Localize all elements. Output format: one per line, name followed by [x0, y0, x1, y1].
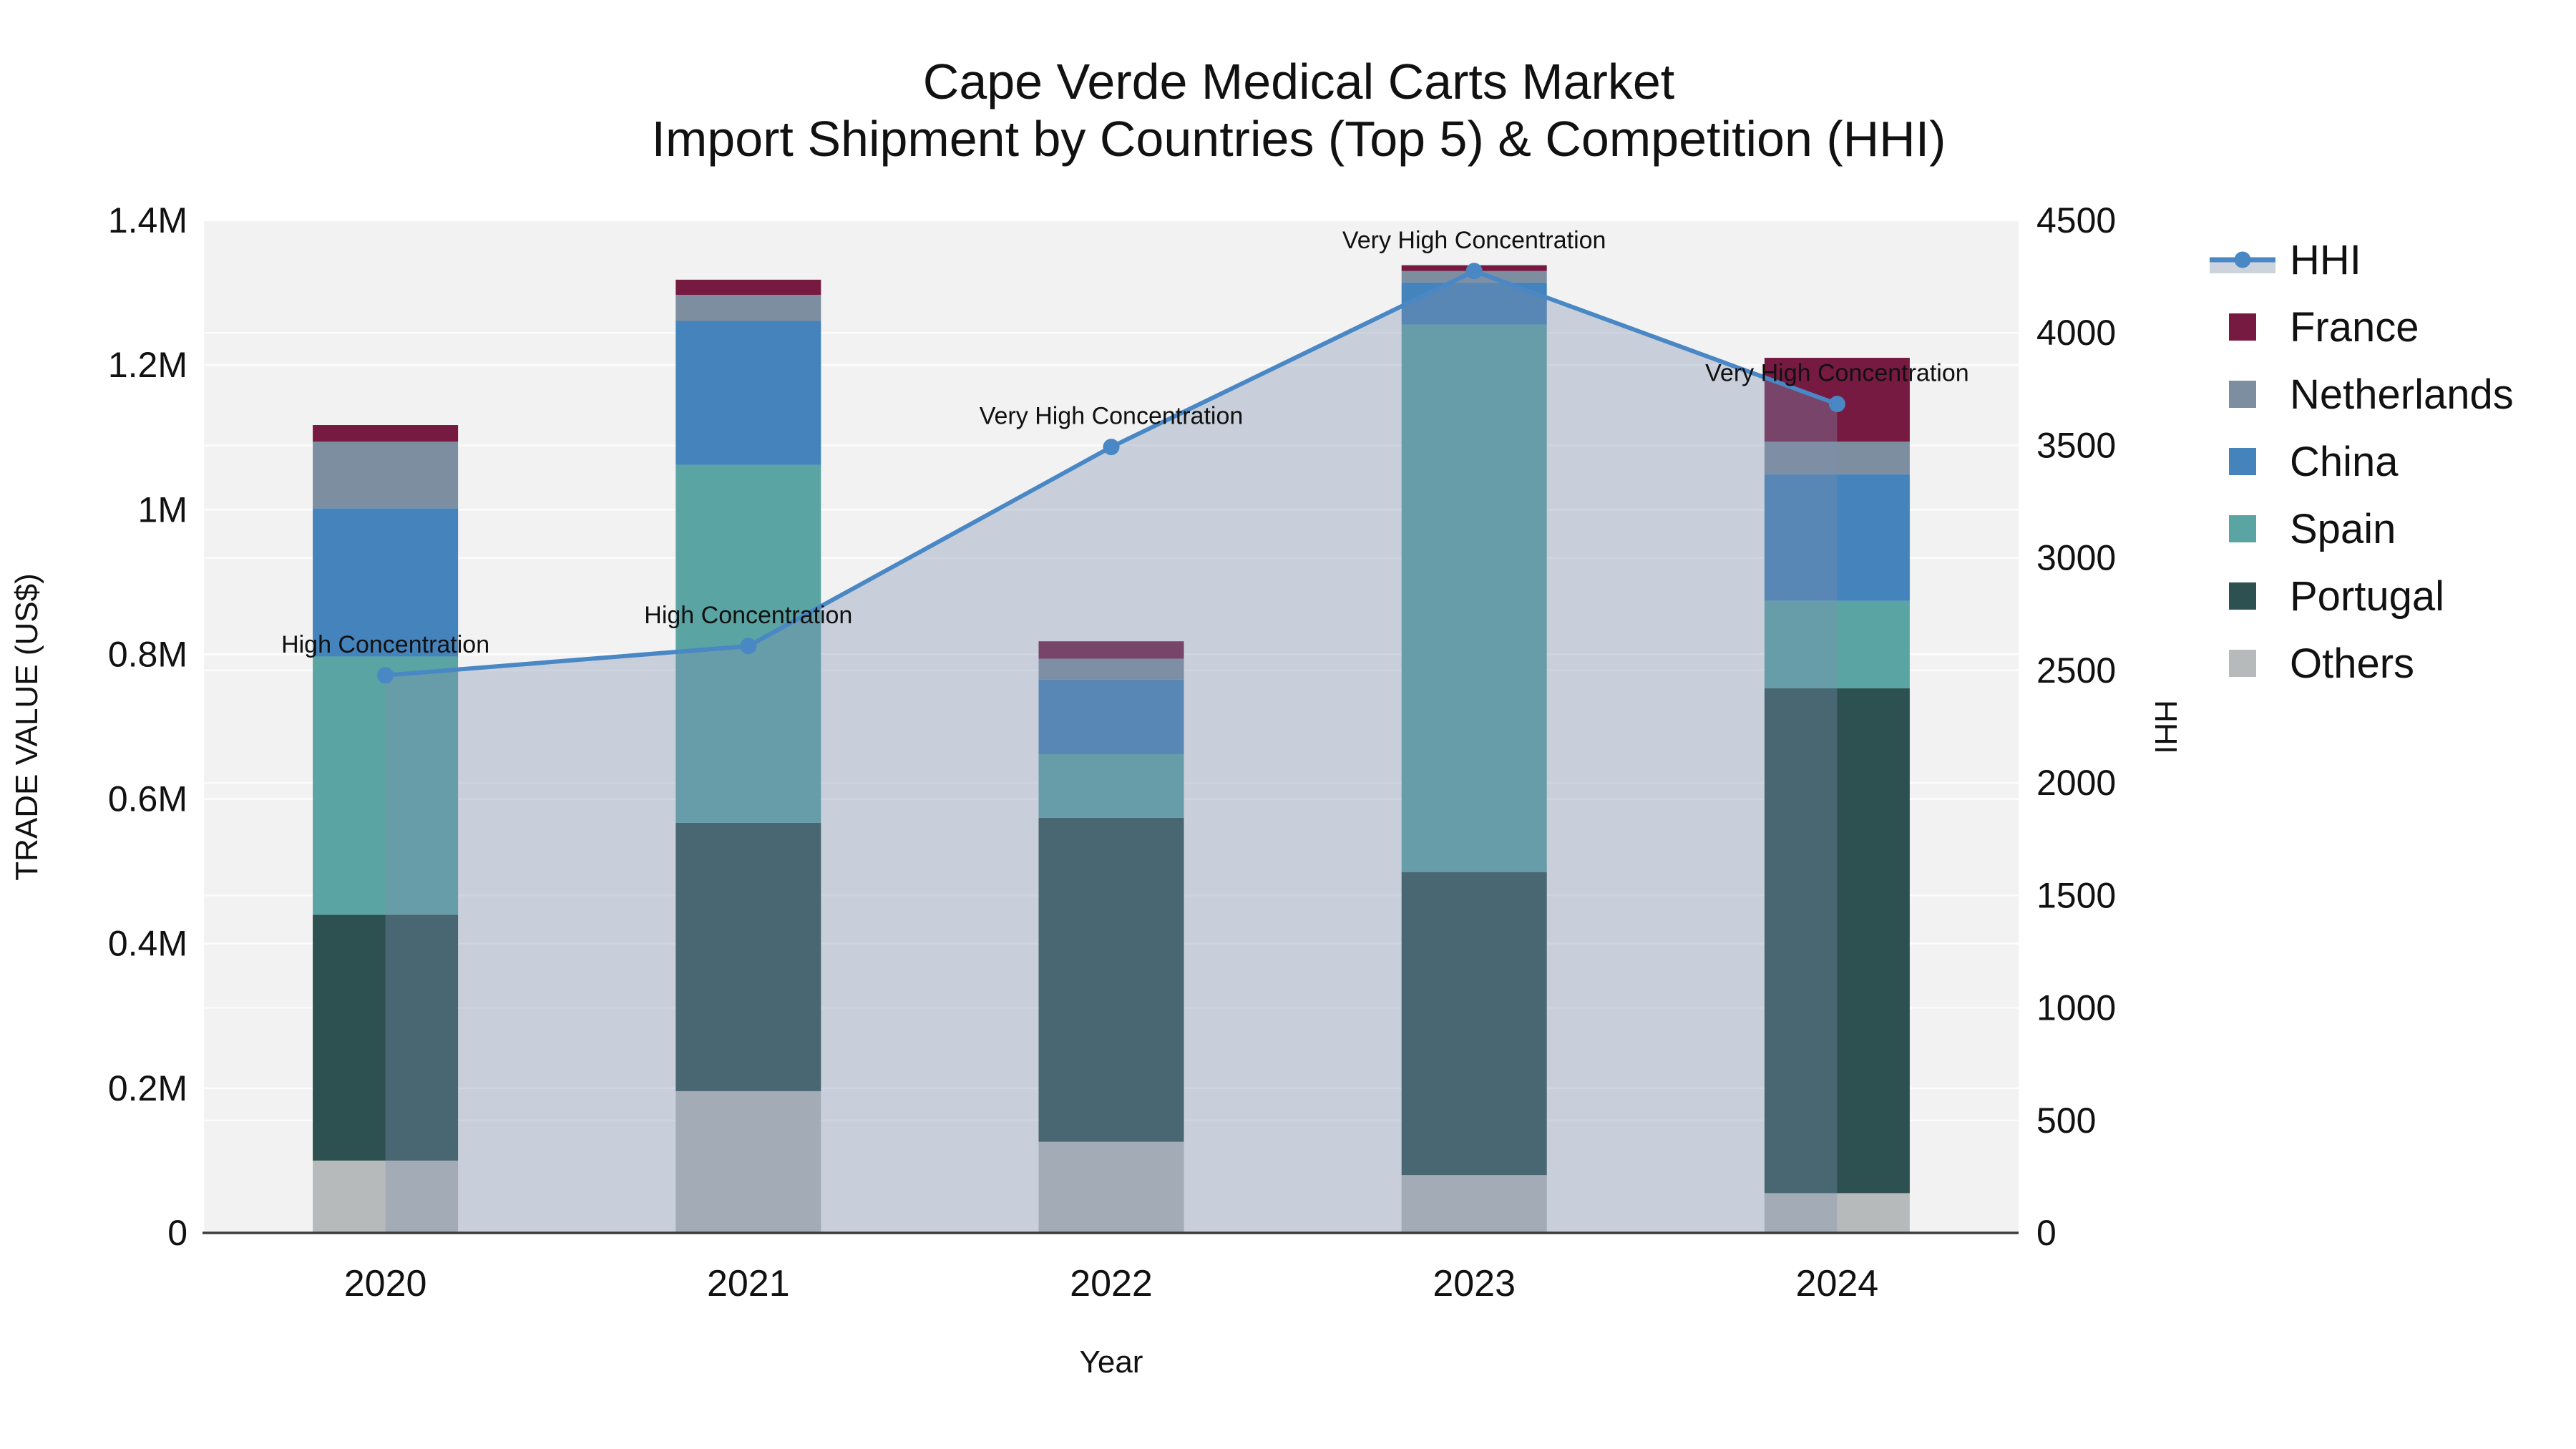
bar-segment-spain-2022[interactable]: [1038, 753, 1184, 818]
y-right-tick-2000: 2000: [2036, 763, 2116, 803]
legend-swatch-france: [2229, 313, 2256, 341]
bar-segment-netherlands-2021[interactable]: [675, 295, 821, 321]
y-left-tick-1.4M: 1.4M: [108, 200, 187, 240]
y-left-tick-1.2M: 1.2M: [108, 345, 187, 385]
legend-item-hhi[interactable]: HHI: [2210, 237, 2361, 283]
x-tick-2023: 2023: [1433, 1263, 1516, 1304]
legend-hhi-marker-sample: [2234, 251, 2251, 268]
legend-label-netherlands: Netherlands: [2290, 371, 2514, 418]
legend-item-spain[interactable]: Spain: [2229, 506, 2396, 552]
y-left-tick-0.2M: 0.2M: [108, 1068, 187, 1108]
legend: HHI France Netherlands China Spain Portugal Ot…: [2210, 237, 2514, 687]
y-right-tick-1000: 1000: [2036, 988, 2116, 1028]
annotation-2021: High Concentration: [644, 602, 852, 629]
y-axis-right-title: HHI: [2148, 700, 2183, 754]
hhi-marker-2020[interactable]: [377, 667, 394, 684]
bar-segment-others-2024[interactable]: [1764, 1193, 1910, 1233]
bar-segment-china-2020[interactable]: [313, 508, 459, 657]
bar-segment-france-2021[interactable]: [675, 279, 821, 296]
bar-segment-france-2022[interactable]: [1038, 641, 1184, 659]
y-axis-left-title: TRADE VALUE (US$): [9, 573, 44, 881]
bar-segment-portugal-2021[interactable]: [675, 822, 821, 1091]
x-tick-2022: 2022: [1070, 1263, 1153, 1304]
y-left-tick-0.4M: 0.4M: [108, 924, 187, 964]
bar-segment-netherlands-2024[interactable]: [1764, 441, 1910, 474]
legend-item-others[interactable]: Others: [2229, 640, 2414, 687]
bar-segment-china-2021[interactable]: [675, 321, 821, 465]
bar-segment-others-2020[interactable]: [313, 1160, 459, 1233]
y-left-tick-0.8M: 0.8M: [108, 634, 187, 674]
bar-segment-spain-2024[interactable]: [1764, 600, 1910, 688]
legend-swatch-others: [2229, 650, 2256, 677]
legend-label-portugal: Portugal: [2290, 573, 2444, 620]
y-right-tick-0: 0: [2036, 1213, 2057, 1253]
y-right-tick-500: 500: [2036, 1101, 2096, 1141]
annotation-2024: Very High Concentration: [1705, 360, 1969, 387]
y-axis-left: 0 0.2M 0.4M 0.6M 0.8M 1M 1.2M 1.4M: [108, 200, 187, 1253]
hhi-area-polygon: [385, 270, 1838, 1233]
hhi-marker-2021[interactable]: [740, 638, 757, 655]
y-right-tick-3000: 3000: [2036, 538, 2116, 578]
bar-segment-portugal-2020[interactable]: [313, 914, 459, 1161]
annotation-2022: Very High Concentration: [980, 403, 1244, 430]
hhi-marker-2022[interactable]: [1103, 439, 1120, 456]
x-tick-2021: 2021: [707, 1263, 790, 1304]
bar-segment-others-2023[interactable]: [1401, 1175, 1547, 1233]
hhi-marker-2023[interactable]: [1465, 263, 1483, 280]
bar-segment-spain-2020[interactable]: [313, 656, 459, 915]
bar-segment-others-2022[interactable]: [1038, 1141, 1184, 1233]
y-left-tick-1M: 1M: [138, 489, 187, 530]
bar-segment-china-2022[interactable]: [1038, 679, 1184, 754]
bar-segment-others-2021[interactable]: [675, 1091, 821, 1233]
x-tick-2024: 2024: [1796, 1263, 1879, 1304]
legend-item-netherlands[interactable]: Netherlands: [2229, 371, 2514, 418]
bar-segment-france-2020[interactable]: [313, 425, 459, 442]
x-axis: 2020 2021 2022 2023 2024: [203, 1231, 2019, 1304]
x-tick-2020: 2020: [344, 1263, 427, 1304]
legend-swatch-spain: [2229, 515, 2256, 542]
bar-segment-spain-2023[interactable]: [1401, 324, 1547, 872]
legend-swatch-portugal: [2229, 582, 2256, 610]
chart-title-line2: Import Shipment by Countries (Top 5) & C…: [652, 111, 1946, 167]
bar-segment-netherlands-2020[interactable]: [313, 441, 459, 509]
legend-label-hhi: HHI: [2290, 237, 2361, 283]
stacked-bars: [313, 265, 1910, 1233]
y-right-tick-3500: 3500: [2036, 425, 2116, 465]
y-axis-right: 0 500 1000 1500 2000 2500 3000 3500 4000 4500: [2036, 200, 2116, 1253]
bar-segment-netherlands-2022[interactable]: [1038, 658, 1184, 680]
annotation-2020: High Concentration: [281, 631, 489, 658]
legend-item-portugal[interactable]: Portugal: [2229, 573, 2444, 620]
y-right-tick-2500: 2500: [2036, 650, 2116, 691]
x-axis-title: Year: [1080, 1345, 1143, 1380]
legend-label-china: China: [2290, 439, 2399, 485]
bar-segment-china-2024[interactable]: [1764, 474, 1910, 601]
annotations-layer: High Concentration High Concentration Very…: [281, 227, 1969, 658]
legend-swatch-netherlands: [2229, 381, 2256, 408]
y-right-tick-1500: 1500: [2036, 875, 2116, 915]
chart-title-line1: Cape Verde Medical Carts Market: [923, 54, 1674, 109]
bar-segment-portugal-2024[interactable]: [1764, 688, 1910, 1194]
hhi-area-fill: [385, 270, 1838, 1233]
y-right-tick-4500: 4500: [2036, 200, 2116, 240]
hhi-marker-2024[interactable]: [1828, 396, 1845, 413]
annotation-2023: Very High Concentration: [1342, 227, 1606, 254]
legend-label-others: Others: [2290, 640, 2414, 687]
legend-label-france: France: [2290, 304, 2419, 351]
y-right-tick-4000: 4000: [2036, 313, 2116, 353]
hhi-line-layer: [377, 263, 1845, 684]
y-left-tick-0: 0: [167, 1213, 187, 1253]
legend-item-china[interactable]: China: [2229, 439, 2399, 485]
legend-item-france[interactable]: France: [2229, 304, 2419, 351]
bar-segment-portugal-2023[interactable]: [1401, 872, 1547, 1176]
y-left-tick-0.6M: 0.6M: [108, 779, 187, 819]
legend-swatch-china: [2229, 448, 2256, 475]
bar-segment-portugal-2022[interactable]: [1038, 817, 1184, 1142]
legend-label-spain: Spain: [2290, 506, 2396, 552]
